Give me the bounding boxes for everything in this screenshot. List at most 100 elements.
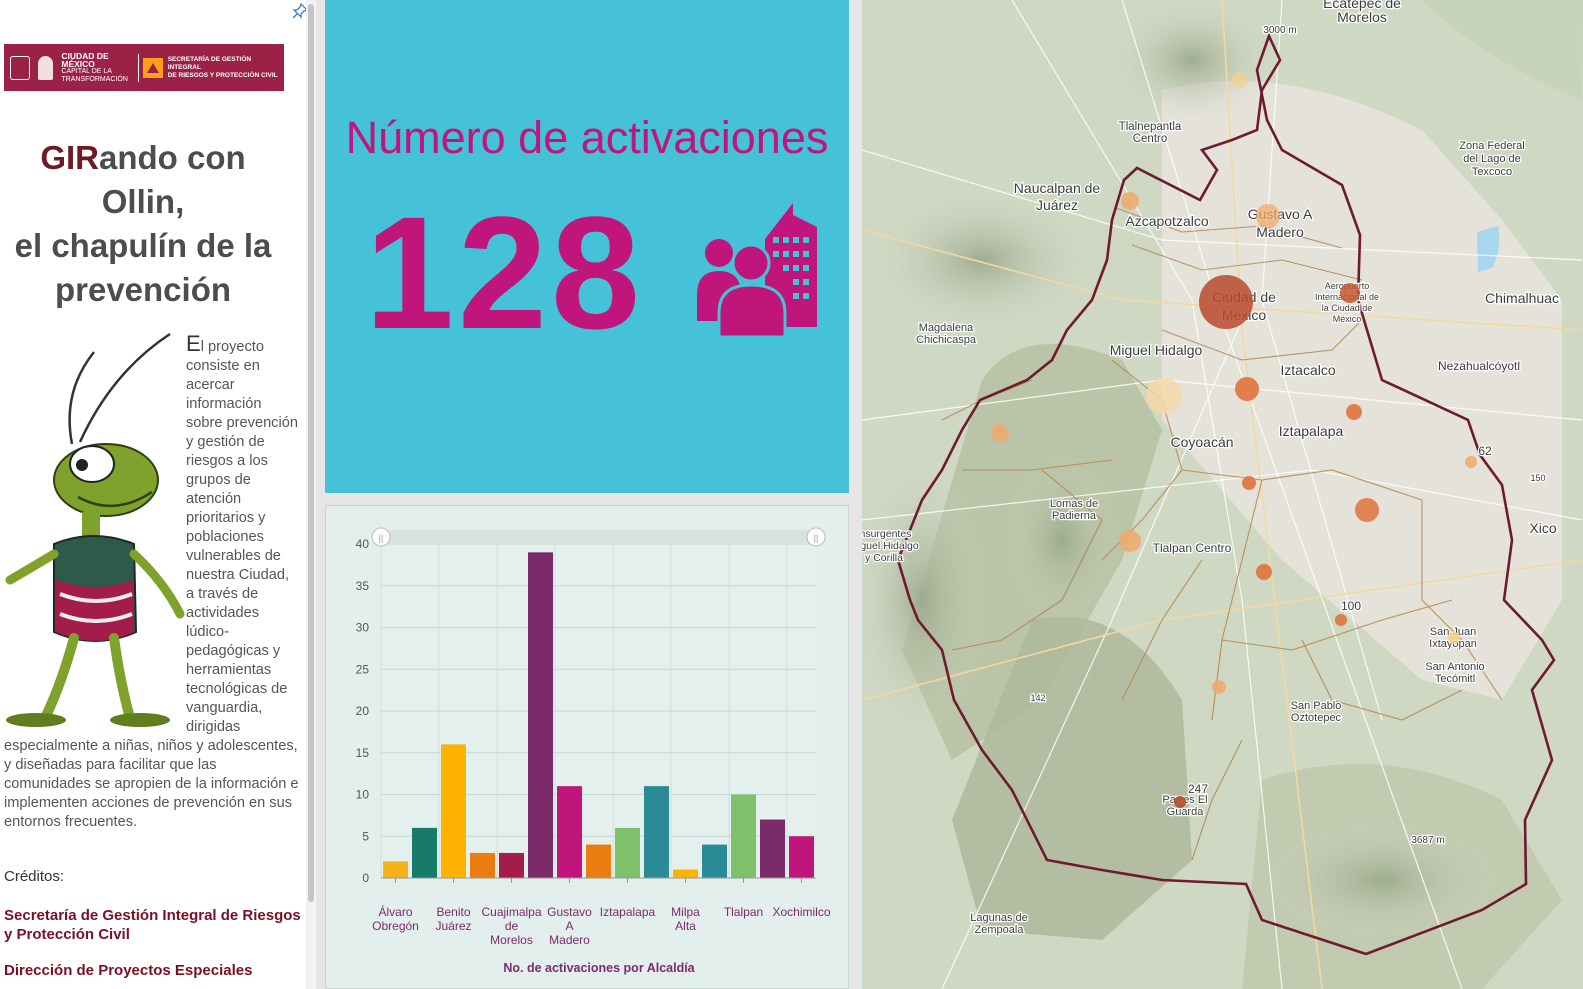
x-tick-label: Xochimilco	[772, 905, 830, 919]
logo-left-text: CIUDAD DE MÉXICO CAPITAL DE LA TRANSFORM…	[61, 50, 134, 84]
map-place-label: 62	[1478, 444, 1492, 458]
x-tick-label: Obregón	[372, 919, 419, 933]
map-place-label: y Corilla	[865, 552, 903, 564]
map-place-label: Tlalnepantla	[1119, 121, 1182, 133]
bar[interactable]	[731, 794, 756, 879]
map-place-label: 150	[1530, 473, 1545, 483]
map-place-label: 247	[1188, 782, 1208, 796]
bar[interactable]	[412, 827, 437, 878]
credit-sgirpc: Secretaría de Gestión Integral de Riesgo…	[4, 907, 301, 943]
activation-points[interactable]	[991, 72, 1477, 808]
story-body: El proyecto consiste en acercar informac…	[4, 331, 300, 832]
bar[interactable]	[383, 861, 408, 878]
range-slider-handle[interactable]	[371, 527, 391, 547]
activations-chart-panel: 0 5 10 15 20 25 30 35 40 Álvaro Obregón Benito Juáre…	[325, 505, 849, 989]
map-place-label: Ecatepec de	[1323, 0, 1401, 11]
x-tick-label: Morelos	[490, 933, 533, 947]
x-tick-label: Tlalpan	[724, 905, 763, 919]
map-place-label: 142	[1030, 693, 1045, 703]
map-place-label: Centro	[1133, 133, 1168, 145]
y-tick-label: 30	[356, 621, 370, 635]
map-place-label: del Lago de	[1463, 153, 1521, 165]
bar[interactable]	[557, 786, 582, 878]
bar[interactable]	[789, 836, 814, 878]
cdmx-figure-icon	[37, 55, 54, 80]
logo-right-line2: DE RIESGOS Y PROTECCIÓN CIVIL	[167, 71, 278, 79]
map-place-label: Xico	[1529, 520, 1556, 536]
cdmx-seal-icon	[10, 55, 30, 80]
map-place-label: Texcoco	[1472, 166, 1512, 178]
pin-icon[interactable]	[292, 3, 306, 19]
bar[interactable]	[499, 852, 524, 878]
title-part-1: ando con Ollin,	[99, 139, 246, 220]
logo-divider	[138, 53, 140, 82]
map-place-label: Insurgentes	[862, 528, 911, 540]
x-tick-label: de	[505, 919, 519, 933]
map-place-label: Magdalena	[919, 322, 974, 334]
map-place-label: Tlalpan Centro	[1153, 541, 1232, 555]
title-part-2: el chapulín de la prevención	[14, 227, 272, 308]
x-tick-label: Juárez	[435, 919, 471, 933]
map-place-label: Ixtayopan	[1429, 638, 1477, 650]
x-tick-label: Iztapalapa	[600, 905, 656, 919]
map-place-label: Naucalpan de	[1014, 180, 1101, 196]
map-place-label: Azcapotzalco	[1125, 213, 1208, 229]
credit-dpe: Dirección de Proyectos Especiales	[4, 962, 253, 979]
map-place-label: Miguel Hidalgo	[1110, 342, 1203, 358]
map-place-label: San Juan	[1430, 626, 1476, 638]
indicator-title: Número de activaciones	[345, 112, 829, 163]
y-tick-label: 5	[362, 829, 369, 843]
bar[interactable]	[644, 786, 669, 878]
logo-left-line1: CIUDAD DE MÉXICO	[61, 50, 109, 69]
y-tick-label: 20	[356, 704, 370, 718]
map-place-label: Padierna	[1052, 510, 1097, 522]
bar[interactable]	[615, 827, 640, 878]
map-place-label: Zona Federal	[1459, 140, 1524, 152]
scrollbar-thumb[interactable]	[308, 4, 314, 902]
story-scrollbar[interactable]	[306, 0, 316, 989]
map-place-label: Chimalhuac	[1485, 290, 1559, 306]
map-place-label: Nezahualcóyotl	[1438, 359, 1520, 373]
indicator-value: 128	[365, 183, 644, 362]
ollin-grasshopper-illustration	[5, 332, 185, 727]
x-tick-label: Milpa	[671, 905, 700, 919]
people-building-icon	[697, 203, 817, 338]
map-place-label: San Pablo	[1291, 700, 1342, 712]
x-tick-label: Cuajimalpa	[481, 905, 541, 919]
map-place-label: 3687 m	[1411, 835, 1444, 846]
x-tick-label: Benito	[436, 905, 470, 919]
bar[interactable]	[528, 552, 553, 878]
credits-label: Créditos:	[4, 868, 65, 885]
map-place-label: 100	[1341, 599, 1361, 613]
range-slider-track[interactable]	[381, 530, 816, 544]
logo-right-text: SECRETARÍA DE GESTIÓN INTEGRAL DE RIESGO…	[168, 56, 284, 80]
map-place-label: Coyoacán	[1170, 434, 1233, 450]
bar[interactable]	[760, 819, 785, 878]
story-text: l proyecto consiste en acercar informaci…	[4, 339, 299, 830]
bar[interactable]	[441, 744, 466, 878]
dropcap: E	[186, 331, 201, 356]
title-highlight: GIR	[40, 139, 99, 176]
map-place-label: Tecómitl	[1435, 673, 1475, 685]
bar[interactable]	[673, 869, 698, 878]
y-tick-label: 15	[356, 746, 370, 760]
range-slider-handle[interactable]	[806, 527, 826, 547]
bar[interactable]	[586, 844, 611, 878]
bar[interactable]	[470, 852, 495, 878]
map-place-label: Guarda	[1167, 806, 1205, 818]
x-tick-label: Alta	[675, 919, 696, 933]
map-view[interactable]: Ecatepec de Morelos 3000 m Tlalnepantla Cent…	[862, 0, 1583, 989]
map-place-label: Miguel Hidalgo	[862, 540, 919, 552]
map-place-label: Oztotepec	[1291, 712, 1342, 724]
bar[interactable]	[702, 844, 727, 878]
image-spacer	[4, 334, 186, 728]
story-panel: CIUDAD DE MÉXICO CAPITAL DE LA TRANSFORM…	[0, 0, 306, 989]
cdmx-logo-banner: CIUDAD DE MÉXICO CAPITAL DE LA TRANSFORM…	[4, 44, 284, 91]
map-place-label: Lomas de	[1050, 498, 1098, 510]
y-tick-label: 25	[356, 662, 370, 676]
map-place-label: Lagunas de	[970, 912, 1028, 924]
logo-right-line1: SECRETARÍA DE GESTIÓN INTEGRAL	[167, 55, 252, 71]
